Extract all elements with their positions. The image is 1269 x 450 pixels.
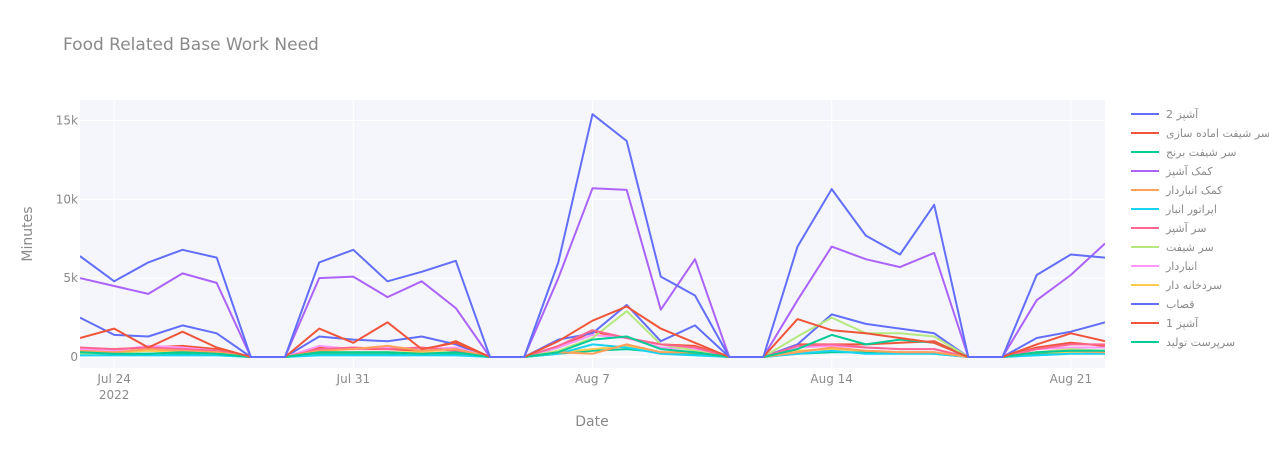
y-tick-label: 0 <box>70 350 78 364</box>
x-tick-label: Aug 14 <box>810 372 853 386</box>
series-lines <box>80 113 1105 358</box>
legend-label[interactable]: آشپز 2 <box>1166 107 1199 121</box>
chart-title: Food Related Base Work Need <box>63 35 319 55</box>
legend-label[interactable]: سر شیفت اماده سازی <box>1166 127 1269 140</box>
legend-label[interactable]: سرپرست تولید <box>1166 336 1235 349</box>
legend-label[interactable]: انباردار <box>1165 260 1197 273</box>
x-axis-ticks: Jul 24 2022 Jul 31 Aug 7 Aug 14 Aug 21 <box>96 372 1092 402</box>
y-axis-ticks: 0 5k 10k 15k <box>56 113 78 363</box>
y-axis-title: Minutes <box>20 206 36 261</box>
x-axis-title: Date <box>575 414 608 430</box>
legend-label[interactable]: سر شیفت <box>1166 241 1214 254</box>
x-tick-label: Aug 21 <box>1050 372 1093 386</box>
legend-label[interactable]: اپراتور انبار <box>1165 203 1217 216</box>
x-tick-label: Jul 24 <box>96 372 131 386</box>
y-tick-label: 15k <box>56 113 78 127</box>
legend-label[interactable]: کمک آشپز <box>1165 164 1213 178</box>
x-tick-label: Jul 31 <box>336 372 371 386</box>
legend: آشپز 2 سر شیفت اماده سازی سر شیفت برنج کمک … <box>1131 107 1269 349</box>
y-tick-label: 5k <box>63 271 78 285</box>
legend-label[interactable]: کمک انباردار <box>1165 184 1223 197</box>
x-tick-sublabel: 2022 <box>99 388 130 402</box>
x-tick-label: Aug 7 <box>575 372 610 386</box>
legend-label[interactable]: سر شیفت برنج <box>1166 146 1236 159</box>
legend-label[interactable]: آشپز 1 <box>1166 316 1199 330</box>
series-line[interactable] <box>80 113 1105 358</box>
legend-label[interactable]: سردخانه دار <box>1165 279 1222 292</box>
y-tick-label: 10k <box>56 192 78 206</box>
legend-label[interactable]: سر آشپز <box>1165 221 1206 235</box>
legend-label[interactable]: قصاب <box>1166 298 1195 311</box>
